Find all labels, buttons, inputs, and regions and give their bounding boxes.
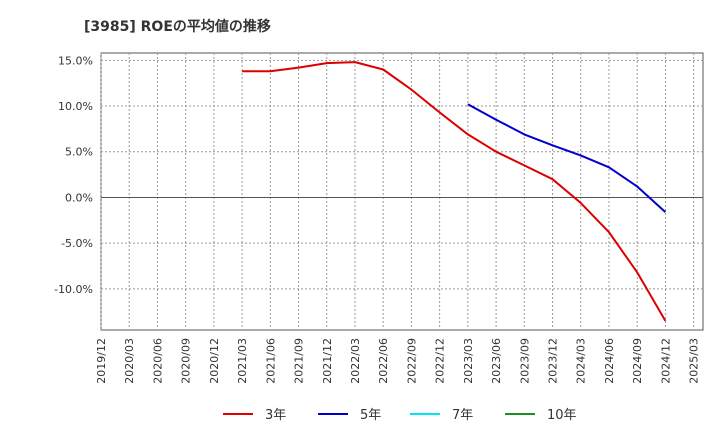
x-tick-label: 2021/12	[321, 338, 334, 384]
legend-label: 3年	[265, 408, 286, 423]
x-tick-label: 2021/06	[264, 338, 277, 384]
x-tick-label: 2024/09	[631, 338, 644, 384]
y-axis: 15.0% 10.0% 5.0% 0.0% -5.0% -10.0%	[54, 54, 93, 296]
x-tick-label: 2023/12	[547, 338, 560, 384]
x-tick-label: 2021/03	[236, 338, 249, 384]
y-tick-label: 10.0%	[58, 100, 93, 113]
x-tick-label: 2022/03	[349, 338, 362, 384]
y-tick-label: 5.0%	[65, 146, 93, 159]
y-tick-label: 0.0%	[65, 191, 93, 204]
series-line-3年	[242, 61, 667, 322]
x-tick-label: 2020/03	[123, 338, 136, 384]
x-tick-label: 2025/03	[688, 338, 701, 384]
x-tick-label: 2022/09	[405, 338, 418, 384]
legend-label: 7年	[452, 408, 473, 423]
y-tick-label: -5.0%	[61, 237, 93, 250]
x-tick-label: 2023/09	[518, 338, 531, 384]
y-tick-label: 15.0%	[58, 54, 93, 67]
x-tick-label: 2023/03	[462, 338, 475, 384]
x-tick-label: 2022/12	[434, 338, 447, 384]
legend-label: 5年	[360, 408, 381, 423]
legend: 3年 5年 7年 10年	[223, 408, 577, 423]
x-axis: 2019/12 2020/03 2020/06 2020/09 2020/12 2021/…	[95, 338, 701, 384]
x-tick-label: 2019/12	[95, 338, 108, 384]
x-tick-label: 2020/09	[180, 338, 193, 384]
x-tick-label: 2024/12	[659, 338, 672, 384]
legend-label: 10年	[547, 408, 577, 423]
y-tick-label: -10.0%	[54, 283, 93, 296]
plot-area	[100, 52, 704, 331]
x-tick-label: 2020/12	[208, 338, 221, 384]
series-lines	[242, 61, 667, 322]
grid-lines	[100, 53, 703, 330]
x-tick-label: 2024/03	[575, 338, 588, 384]
x-tick-label: 2020/06	[151, 338, 164, 384]
x-tick-label: 2023/06	[490, 338, 503, 384]
x-tick-label: 2024/06	[603, 338, 616, 384]
x-tick-label: 2021/09	[293, 338, 306, 384]
series-line-5年	[467, 103, 667, 213]
chart-title: [3985] ROEの平均値の推移	[84, 18, 271, 35]
x-tick-label: 2022/06	[377, 338, 390, 384]
